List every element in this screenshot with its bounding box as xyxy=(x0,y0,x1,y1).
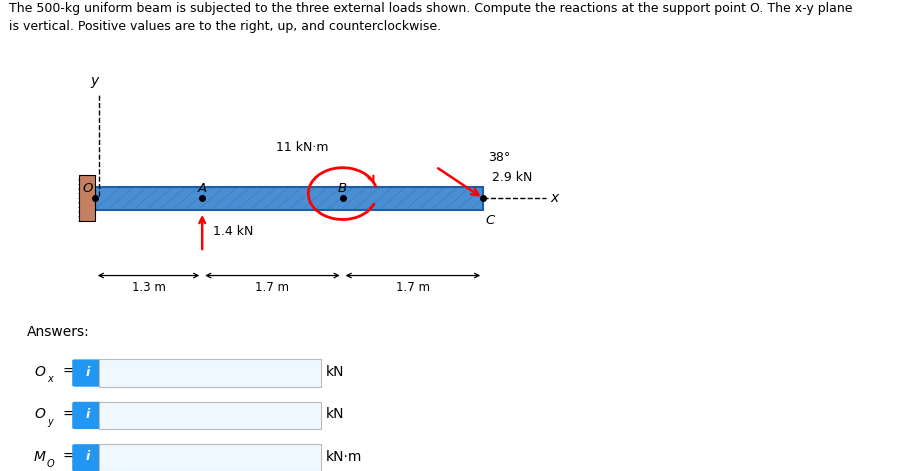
Text: is vertical. Positive values are to the right, up, and counterclockwise.: is vertical. Positive values are to the … xyxy=(9,20,441,33)
Text: kN: kN xyxy=(326,365,344,379)
Text: kN·m: kN·m xyxy=(326,450,362,464)
Text: 11 kN·m: 11 kN·m xyxy=(275,140,328,154)
Text: O: O xyxy=(34,407,45,422)
Text: i: i xyxy=(86,365,89,379)
Text: 1.4 kN: 1.4 kN xyxy=(213,226,253,238)
FancyBboxPatch shape xyxy=(99,402,321,429)
Bar xyxy=(95,187,483,210)
FancyBboxPatch shape xyxy=(72,402,103,429)
Text: O: O xyxy=(47,459,54,469)
FancyBboxPatch shape xyxy=(72,359,103,387)
Text: x: x xyxy=(550,191,558,205)
FancyBboxPatch shape xyxy=(99,359,321,387)
Text: 1.7 m: 1.7 m xyxy=(395,281,429,294)
Text: O: O xyxy=(82,181,93,195)
Text: =: = xyxy=(63,450,74,464)
Text: i: i xyxy=(86,450,89,463)
Text: M: M xyxy=(33,450,45,464)
Text: 2.9 kN: 2.9 kN xyxy=(492,171,532,184)
Text: C: C xyxy=(485,214,494,227)
Text: x: x xyxy=(47,374,52,384)
Text: =: = xyxy=(63,365,74,379)
Text: y: y xyxy=(90,73,99,88)
Text: kN: kN xyxy=(326,407,344,422)
Text: y: y xyxy=(47,416,52,427)
FancyBboxPatch shape xyxy=(99,444,321,471)
Text: 1.3 m: 1.3 m xyxy=(132,281,165,294)
Text: O: O xyxy=(34,365,45,379)
Text: The 500-kg uniform beam is subjected to the three external loads shown. Compute : The 500-kg uniform beam is subjected to … xyxy=(9,2,851,16)
FancyBboxPatch shape xyxy=(72,444,103,471)
Text: Answers:: Answers: xyxy=(27,325,89,339)
Text: =: = xyxy=(63,407,74,422)
Text: i: i xyxy=(86,408,89,421)
Bar xyxy=(78,175,95,221)
Text: A: A xyxy=(198,181,207,195)
Text: 38°: 38° xyxy=(487,151,510,164)
Text: B: B xyxy=(337,181,347,195)
Text: 1.7 m: 1.7 m xyxy=(255,281,290,294)
